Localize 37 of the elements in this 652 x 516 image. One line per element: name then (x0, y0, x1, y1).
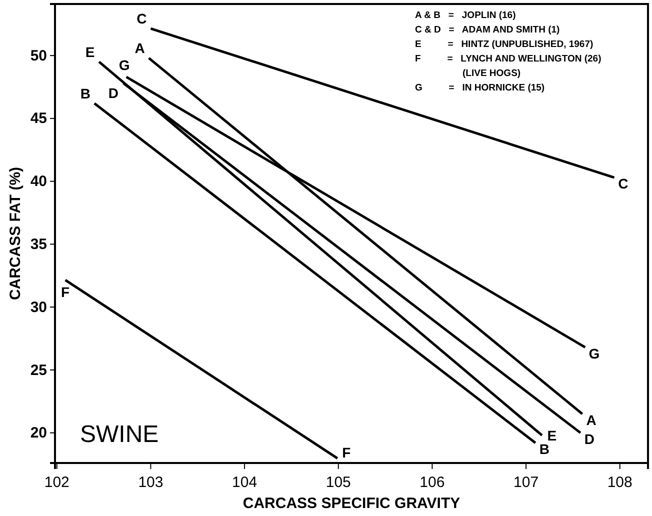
x-axis-title: CARCASS SPECIFIC GRAVITY (242, 495, 460, 512)
text: B (539, 440, 550, 457)
series-label: E (85, 44, 95, 60)
x-tick-label: 104 (232, 474, 258, 491)
series-label: A (586, 412, 596, 428)
x-tick-label: 102 (44, 474, 70, 491)
text: A (134, 40, 145, 56)
series-label: D (584, 430, 595, 447)
y-tick-label: 50 (30, 47, 47, 64)
y-axis-title: CARCASS FAT (%) (7, 166, 24, 300)
annotation: SWINE (80, 421, 159, 448)
annotation: F = LYNCH AND WELLINGTON (26) (415, 54, 602, 64)
y-tick-label: 45 (30, 110, 47, 128)
y-tick-label: 40 (30, 173, 47, 190)
x-tick-label: 107 (514, 474, 539, 491)
y-tick-label: 25 (30, 362, 47, 379)
series-label: C (136, 10, 147, 27)
annotation: A & B = JOPLIN (16) (415, 10, 516, 21)
annotation: C & D = ADAM AND SMITH (1) (415, 24, 560, 36)
x-tick-label: 103 (138, 474, 164, 491)
series-label: B (80, 85, 90, 102)
series-label: G (588, 345, 600, 362)
annotation: E = HINTZ (UNPUBLISHED, 1967) (415, 39, 594, 50)
y-tick-label: 30 (30, 298, 47, 316)
y-tick-label: 35 (30, 236, 47, 253)
x-tick-label: 106 (420, 474, 445, 491)
x-tick-label: 108 (607, 474, 632, 491)
text: G (118, 56, 130, 73)
x-tick-label: 105 (326, 474, 351, 491)
series-label: F (61, 284, 70, 300)
text: C (618, 176, 628, 192)
annotation: G = IN HORNICKE (15) (415, 82, 545, 94)
text: F (342, 444, 351, 460)
annotation: (LIVE HOGS) (415, 68, 521, 79)
text: E (547, 427, 557, 444)
y-tick-label: 20 (30, 424, 47, 442)
text: D (108, 85, 119, 102)
